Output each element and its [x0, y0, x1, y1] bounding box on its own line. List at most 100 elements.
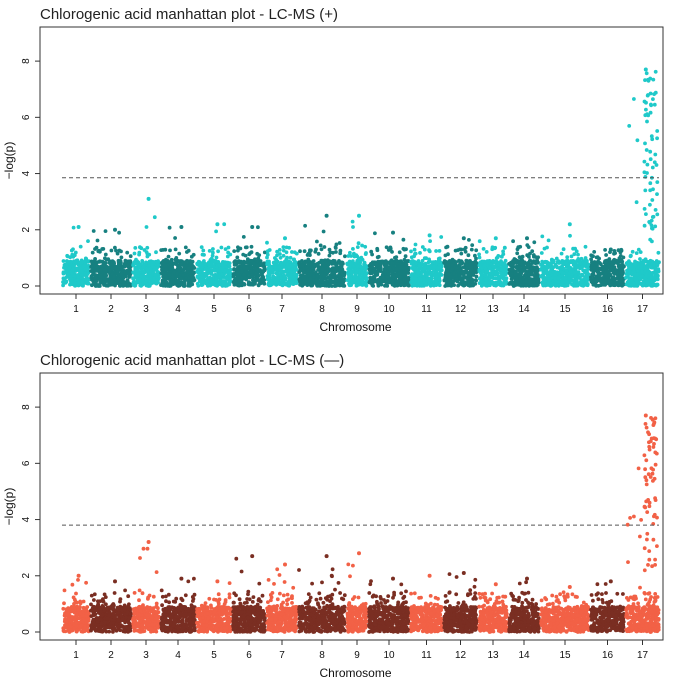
snp-point	[361, 280, 366, 285]
snp-point	[614, 258, 619, 263]
snp-point	[145, 252, 150, 256]
snp-point	[101, 281, 106, 285]
snp-point	[164, 280, 169, 285]
snp-point	[276, 273, 281, 277]
snp-point	[422, 256, 427, 260]
snp-point	[307, 273, 312, 278]
snp-point	[608, 280, 613, 285]
snp-point	[561, 247, 566, 252]
snp-point	[584, 259, 589, 264]
snp-point	[289, 273, 293, 278]
snp-point	[86, 239, 90, 244]
snp-point	[172, 281, 176, 286]
snp-point	[530, 249, 535, 254]
snp-point	[131, 282, 136, 287]
snp-point	[420, 283, 424, 288]
snp-point	[335, 266, 339, 271]
snp-point	[583, 270, 588, 275]
snp-point	[347, 283, 352, 288]
snp-point	[422, 247, 427, 252]
snp-point	[582, 261, 587, 266]
snp-point	[250, 273, 254, 277]
snp-point	[247, 280, 252, 285]
snp-point	[561, 267, 566, 271]
peak-point	[179, 225, 184, 229]
snp-point	[190, 263, 194, 267]
snp-point	[211, 247, 215, 251]
snp-point	[540, 234, 545, 239]
snp-point	[228, 279, 233, 283]
snp-point	[410, 279, 415, 283]
snp-point	[308, 276, 313, 281]
snp-point	[642, 223, 647, 228]
snp-point	[526, 245, 531, 250]
snp-point	[320, 267, 325, 272]
snp-point	[160, 267, 165, 271]
snp-point	[68, 277, 72, 282]
snp-point	[119, 272, 123, 276]
snp-point	[213, 283, 218, 288]
snp-point	[319, 247, 324, 252]
snp-point	[590, 260, 594, 264]
snp-point	[83, 267, 88, 272]
chart-title: Chlorogenic acid manhattan plot - LC-MS …	[40, 6, 339, 23]
snp-point	[249, 244, 254, 249]
snp-point	[326, 282, 331, 287]
snp-point	[355, 245, 360, 250]
snp-point	[462, 273, 466, 278]
snp-point	[71, 247, 75, 252]
snp-point	[164, 267, 169, 272]
snp-point	[261, 275, 266, 280]
snp-point	[384, 245, 389, 250]
snp-point	[153, 273, 157, 278]
snp-point	[496, 254, 501, 258]
snp-point	[420, 258, 425, 263]
snp-point	[226, 250, 231, 255]
snp-point	[427, 249, 432, 254]
snp-point	[345, 278, 350, 282]
snp-point	[398, 265, 403, 270]
snp-point	[503, 258, 508, 263]
snp-point	[528, 280, 533, 285]
snp-point	[173, 261, 178, 265]
snp-point	[590, 273, 595, 278]
snp-point	[147, 262, 151, 267]
snp-point	[334, 250, 338, 254]
peak-point	[357, 213, 361, 218]
snp-point	[216, 269, 221, 273]
snp-point	[434, 280, 439, 285]
snp-point	[70, 267, 75, 272]
snp-point	[383, 267, 387, 272]
snp-point	[572, 270, 577, 275]
snp-point	[445, 244, 450, 249]
snp-point	[159, 283, 163, 287]
snp-point	[469, 247, 474, 252]
snp-point	[635, 138, 640, 143]
snp-point	[556, 279, 561, 284]
snp-point	[575, 283, 580, 288]
snp-point	[126, 283, 131, 288]
snp-point	[510, 274, 514, 278]
snp-point	[303, 261, 307, 266]
snp-point	[258, 281, 263, 286]
snp-point	[422, 279, 426, 284]
snp-point	[634, 251, 639, 256]
snp-point	[481, 247, 486, 251]
snp-point	[485, 259, 490, 263]
snp-point	[301, 266, 306, 271]
snp-point	[148, 280, 153, 285]
snp-point	[112, 266, 117, 270]
snp-point	[484, 277, 488, 281]
snp-point	[305, 282, 310, 287]
snp-point	[337, 273, 342, 278]
snp-point	[563, 283, 568, 288]
snp-point	[514, 260, 519, 265]
snp-point	[85, 272, 90, 276]
snp-point	[315, 263, 320, 268]
snp-point	[599, 276, 604, 281]
y-tick-label: 6	[21, 114, 32, 120]
snp-point	[226, 245, 231, 250]
snp-point	[437, 263, 442, 267]
snp-point	[330, 284, 334, 288]
